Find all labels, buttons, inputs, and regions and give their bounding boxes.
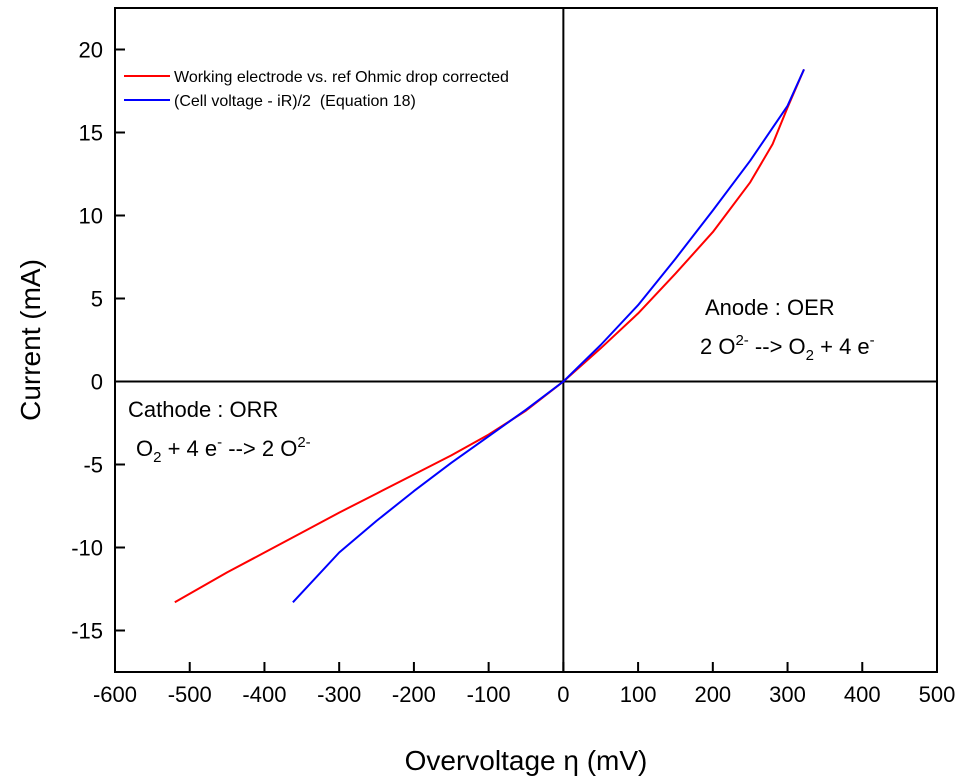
x-tick-label: -200 (392, 682, 436, 707)
series-layer (174, 68, 805, 604)
y-ticks: -15 -10 -5 0 5 10 15 20 (71, 38, 125, 644)
y-tick-label: 15 (79, 121, 103, 146)
x-tick-label: 500 (919, 682, 956, 707)
x-tick-label: 300 (769, 682, 806, 707)
x-tick-label: 0 (557, 682, 569, 707)
x-tick-label: 100 (620, 682, 657, 707)
y-tick-label: 10 (79, 204, 103, 229)
annotation-anode-title: Anode : OER (705, 295, 835, 320)
y-tick-label: 20 (79, 38, 103, 63)
legend-label-cell-voltage: (Cell voltage - iR)/2 (Equation 18) (174, 93, 416, 110)
x-tick-label: 400 (844, 682, 881, 707)
annotation-cathode-title: Cathode : ORR (128, 397, 278, 422)
y-axis-label: Current (mA) (15, 259, 46, 421)
x-tick-label: -100 (467, 682, 511, 707)
y-tick-label: 0 (91, 370, 103, 395)
x-tick-label: 200 (694, 682, 731, 707)
annotation-anode-reaction: 2 O2- --> O2 + 4 e- (700, 332, 875, 364)
x-ticks: -600 -500 -400 -300 -200 -100 0 100 200 300 400 500 (93, 662, 955, 707)
annotation-cathode-reaction: O2 + 4 e- --> 2 O2- (136, 434, 311, 466)
y-tick-label: 5 (91, 287, 103, 312)
x-tick-label: -500 (168, 682, 212, 707)
legend-label-working-electrode: Working electrode vs. ref Ohmic drop cor… (174, 69, 509, 86)
y-tick-label: -5 (83, 453, 103, 478)
annotation-cathode: Cathode : ORR O2 + 4 e- --> 2 O2- (128, 397, 311, 466)
x-tick-label: -300 (317, 682, 361, 707)
series-line-1 (292, 68, 805, 603)
x-tick-label: -400 (242, 682, 286, 707)
annotation-anode: Anode : OER 2 O2- --> O2 + 4 e- (700, 295, 875, 364)
x-tick-label: -600 (93, 682, 137, 707)
x-axis-label: Overvoltage η (mV) (405, 745, 648, 776)
plot-frame (114, 7, 938, 673)
y-tick-label: -15 (71, 619, 103, 644)
legend: Working electrode vs. ref Ohmic drop cor… (124, 69, 509, 110)
y-tick-label: -10 (71, 536, 103, 561)
